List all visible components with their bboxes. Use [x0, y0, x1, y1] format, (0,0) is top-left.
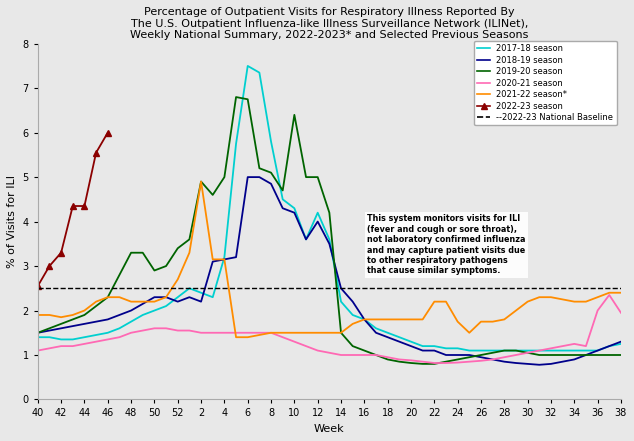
Y-axis label: % of Visits for ILI: % of Visits for ILI [7, 175, 17, 268]
X-axis label: Week: Week [314, 424, 345, 434]
Legend: 2017-18 season, 2018-19 season, 2019-20 season, 2020-21 season, 2021-22 season*,: 2017-18 season, 2018-19 season, 2019-20 … [474, 41, 617, 125]
Title: Percentage of Outpatient Visits for Respiratory Illness Reported By
The U.S. Out: Percentage of Outpatient Visits for Resp… [130, 7, 529, 40]
Text: This system monitors visits for ILI
(fever and cough or sore throat),
not labora: This system monitors visits for ILI (fev… [367, 214, 526, 276]
